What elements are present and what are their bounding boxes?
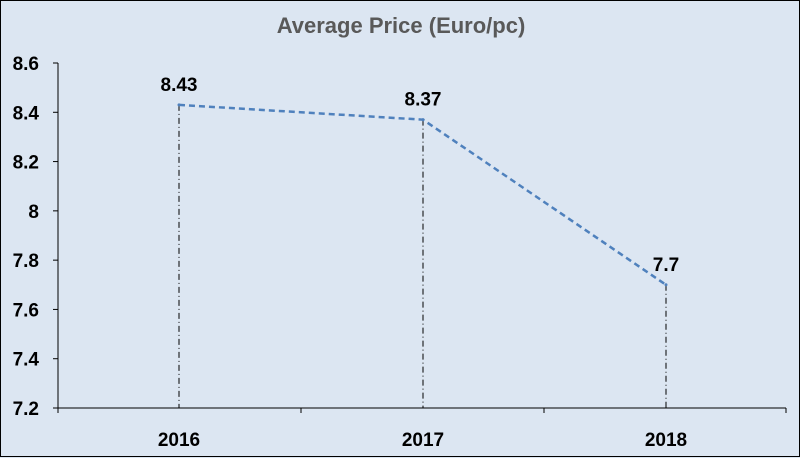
data-label: 8.43 (161, 75, 198, 96)
data-label: 7.7 (653, 255, 679, 276)
x-tick-label: 2016 (158, 430, 200, 451)
data-point (664, 283, 668, 287)
series-line (178, 103, 667, 286)
y-tick-label: 8.4 (13, 103, 40, 124)
data-label: 8.37 (405, 90, 442, 111)
x-tick-label: 2017 (402, 430, 444, 451)
y-tick-label: 7.2 (13, 399, 39, 420)
chart-title: Average Price (Euro/pc) (276, 13, 526, 38)
y-tick-label: 8.2 (13, 153, 39, 174)
y-tick-label: 7.6 (13, 300, 39, 321)
y-tick-label: 7.4 (13, 350, 40, 371)
x-tick-label: 2018 (645, 430, 687, 451)
y-tick-label: 8.6 (13, 54, 39, 75)
y-tick-label: 7.8 (13, 251, 39, 272)
data-point (421, 118, 425, 122)
y-tick-label: 8 (28, 202, 39, 223)
data-point (177, 103, 181, 107)
